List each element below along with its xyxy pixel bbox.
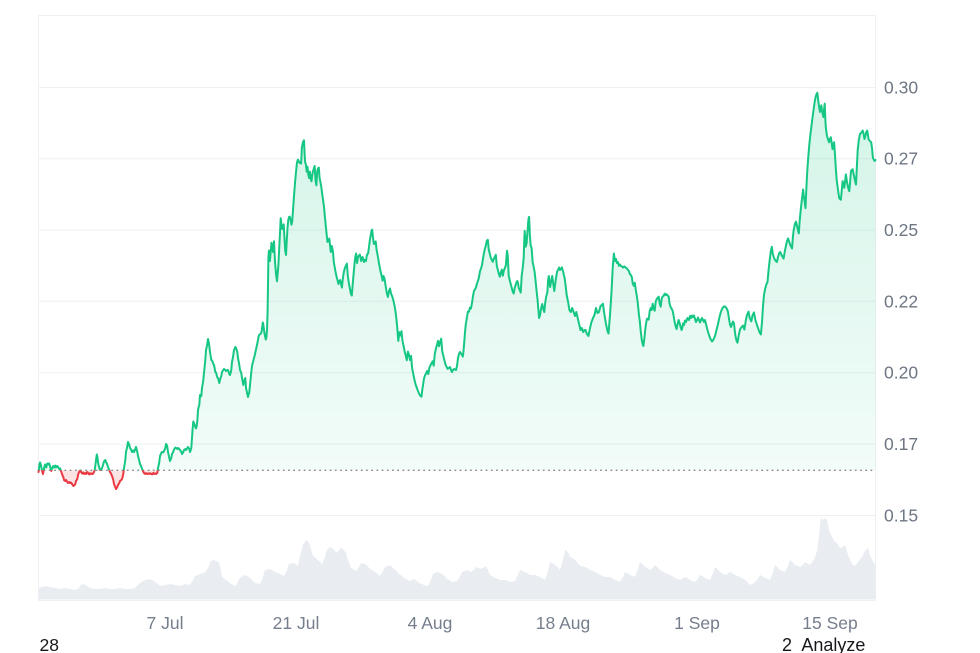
svg-text:0.22: 0.22: [884, 291, 918, 311]
svg-text:0.30: 0.30: [884, 78, 918, 98]
svg-text:0.17: 0.17: [884, 434, 918, 454]
svg-text:0.25: 0.25: [884, 220, 918, 240]
svg-text:28: 28: [40, 635, 59, 653]
svg-text:2: 2: [782, 635, 792, 653]
svg-text:7 Jul: 7 Jul: [147, 613, 184, 633]
svg-text:4 Aug: 4 Aug: [408, 613, 453, 633]
svg-text:21 Jul: 21 Jul: [273, 613, 320, 633]
svg-text:18 Aug: 18 Aug: [536, 613, 591, 633]
svg-text:0.20: 0.20: [884, 363, 918, 383]
svg-text:0.15: 0.15: [884, 506, 918, 526]
svg-text:0.27: 0.27: [884, 149, 918, 169]
svg-text:1 Sep: 1 Sep: [674, 613, 720, 633]
svg-text:Analyze: Analyze: [801, 635, 865, 653]
svg-text:15 Sep: 15 Sep: [802, 613, 857, 633]
